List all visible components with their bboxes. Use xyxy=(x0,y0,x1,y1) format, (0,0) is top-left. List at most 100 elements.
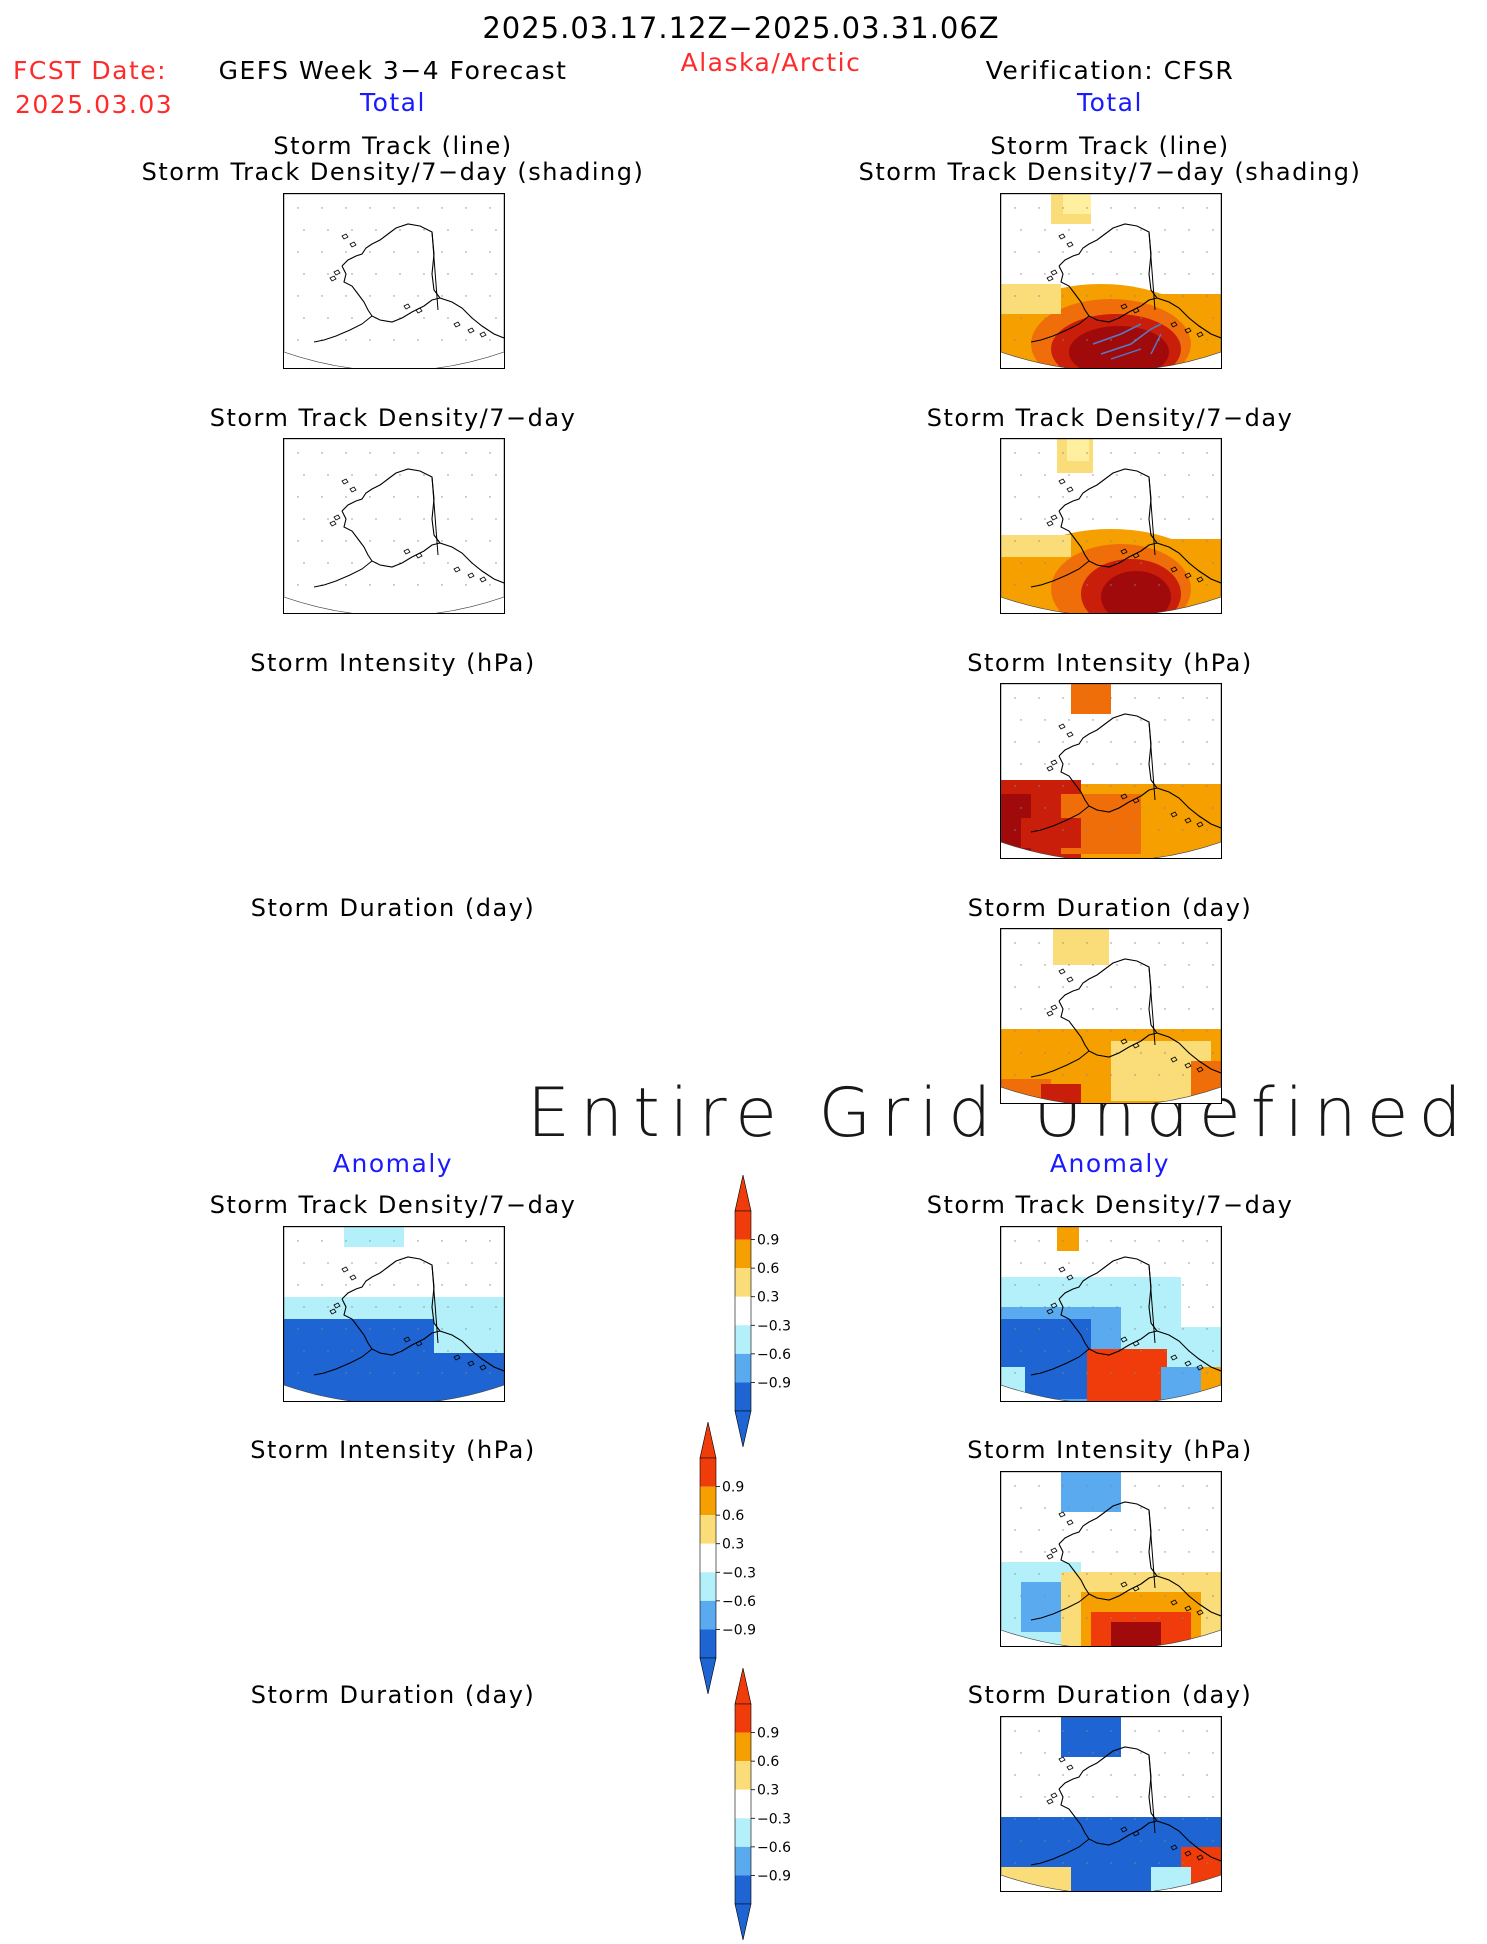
graticule-dot xyxy=(1164,1306,1166,1308)
graticule-dot xyxy=(423,474,425,476)
graticule-dot xyxy=(1212,1507,1214,1509)
domain-edge xyxy=(1001,1717,1221,1891)
graticule-dot xyxy=(417,1372,419,1374)
graticule-dot xyxy=(1134,1240,1136,1242)
graticule-dot xyxy=(1062,207,1064,209)
border-line xyxy=(1148,1264,1156,1344)
graticule-dot xyxy=(1062,1240,1064,1242)
island xyxy=(341,233,349,240)
graticule-dot xyxy=(1164,763,1166,765)
graticule-dot xyxy=(321,452,323,454)
graticule-dot xyxy=(345,339,347,341)
coastline xyxy=(341,223,504,339)
graticule-dot xyxy=(1188,964,1190,966)
graticule-dot xyxy=(1014,741,1016,743)
island xyxy=(1132,797,1140,804)
graticule-dot xyxy=(1134,540,1136,542)
graticule-dot xyxy=(441,496,443,498)
graticule-dot xyxy=(1164,1752,1166,1754)
graticule-dot xyxy=(1134,986,1136,988)
coastline xyxy=(1030,315,1090,343)
graticule-dot xyxy=(369,295,371,297)
graticule-dot xyxy=(1014,1030,1016,1032)
graticule-dot xyxy=(1140,317,1142,319)
graticule-dot xyxy=(351,1306,353,1308)
graticule-dot xyxy=(1116,474,1118,476)
colorbar-segment xyxy=(700,1600,716,1630)
colorbar-arrow-top xyxy=(734,1667,752,1705)
graticule-dot xyxy=(1134,1485,1136,1487)
graticule-dot xyxy=(465,251,467,253)
graticule-dot xyxy=(495,1306,497,1308)
right-total-label: Total xyxy=(1077,88,1143,117)
graticule-dot xyxy=(303,474,305,476)
map-svg xyxy=(284,1227,504,1401)
left-track-map xyxy=(283,193,505,369)
graticule-dot xyxy=(1062,1862,1064,1864)
island xyxy=(333,514,341,521)
graticule-dot xyxy=(1044,1350,1046,1352)
graticule-dot xyxy=(1116,518,1118,520)
graticule-dot xyxy=(1134,785,1136,787)
graticule-dot xyxy=(1140,562,1142,564)
graticule-dot xyxy=(1212,1551,1214,1553)
colorbar-segment xyxy=(700,1486,716,1516)
graticule-dot xyxy=(1140,964,1142,966)
graticule-dot xyxy=(1086,251,1088,253)
graticule-dot xyxy=(351,1350,353,1352)
graticule-dot xyxy=(327,273,329,275)
shade-yellow xyxy=(1001,535,1071,557)
graticule-dot xyxy=(327,229,329,231)
graticule-dot xyxy=(1038,1328,1040,1330)
graticule-dot xyxy=(1044,518,1046,520)
graticule-dot xyxy=(321,1240,323,1242)
right-track-density-title: Storm Track Density/7−day xyxy=(926,404,1294,432)
graticule-dot xyxy=(369,1372,371,1374)
graticule-dot xyxy=(1086,1730,1088,1732)
graticule-dot xyxy=(465,207,467,209)
map-svg xyxy=(1001,1472,1221,1646)
coastline xyxy=(1030,1348,1090,1376)
graticule-dot xyxy=(1182,829,1184,831)
graticule-dot xyxy=(1158,207,1160,209)
island xyxy=(1058,478,1066,485)
island xyxy=(1170,566,1178,573)
graticule-dot xyxy=(1062,1030,1064,1032)
graticule-dot xyxy=(1068,1306,1070,1308)
island xyxy=(1196,576,1204,583)
graticule-dot xyxy=(1086,540,1088,542)
map-svg xyxy=(1001,194,1221,368)
graticule-dot xyxy=(369,1328,371,1330)
graticule-dot xyxy=(1044,562,1046,564)
graticule-dot xyxy=(1020,964,1022,966)
graticule-dot xyxy=(471,1262,473,1264)
graticule-dot xyxy=(321,496,323,498)
graticule-dot xyxy=(1164,1551,1166,1553)
right-anom-density-map xyxy=(1000,1226,1222,1402)
graticule-dot xyxy=(1182,496,1184,498)
graticule-dot xyxy=(1212,1350,1214,1352)
graticule-dot xyxy=(447,1306,449,1308)
graticule-dot xyxy=(1134,1862,1136,1864)
graticule-dot xyxy=(465,1240,467,1242)
graticule-dot xyxy=(297,452,299,454)
graticule-dot xyxy=(393,540,395,542)
island xyxy=(329,1308,337,1315)
graticule-dot xyxy=(489,584,491,586)
island xyxy=(333,1302,341,1309)
left-track-density-title: Storm Track Density/7−day xyxy=(209,404,577,432)
graticule-dot xyxy=(1182,741,1184,743)
graticule-dot xyxy=(1086,986,1088,988)
graticule-dot xyxy=(1212,229,1214,231)
graticule-dot xyxy=(351,229,353,231)
graticule-dot xyxy=(1206,1529,1208,1531)
graticule-dot xyxy=(495,474,497,476)
shade-yellow xyxy=(1053,929,1109,965)
graticule-dot xyxy=(327,518,329,520)
colorbar-density: 0.9 0.6 0.3 −0.3 −0.6 −0.9 xyxy=(733,1174,813,1448)
graticule-dot xyxy=(1188,474,1190,476)
island xyxy=(453,321,461,328)
island xyxy=(1132,1830,1140,1837)
graticule-dot xyxy=(1014,829,1016,831)
graticule-dot xyxy=(1158,1074,1160,1076)
